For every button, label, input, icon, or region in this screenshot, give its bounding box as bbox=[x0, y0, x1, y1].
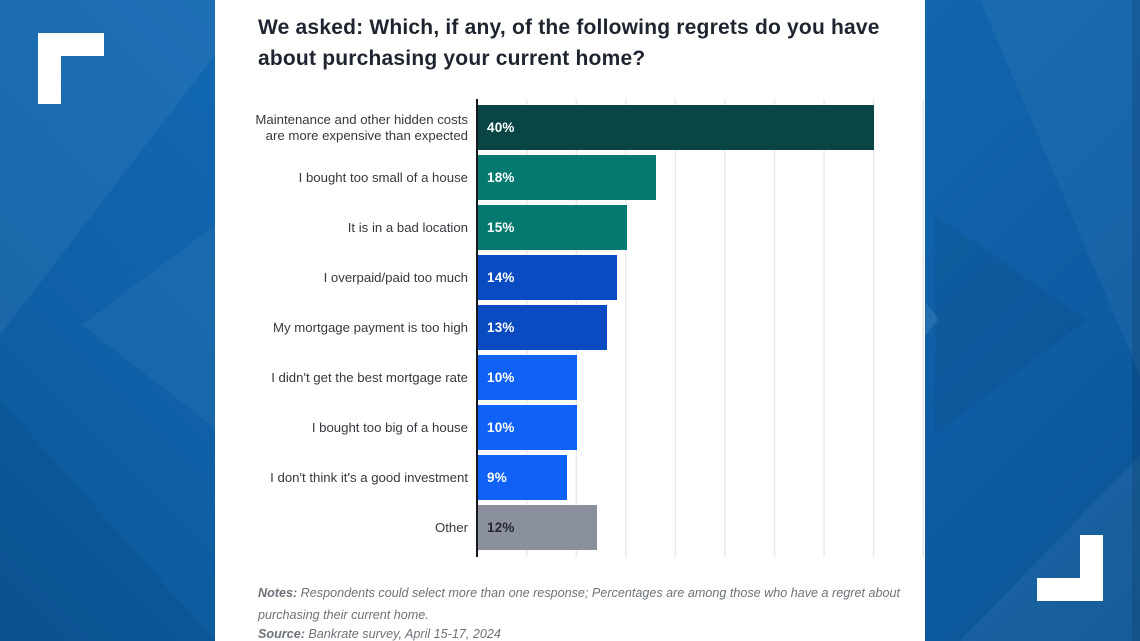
bar: 40% bbox=[478, 105, 875, 150]
corner-bracket-bottom-right-icon bbox=[1037, 535, 1103, 601]
bar: 18% bbox=[478, 155, 657, 200]
bar-row: I bought too small of a house 18% bbox=[215, 155, 925, 200]
notes-text: Respondents could select more than one r… bbox=[258, 586, 900, 622]
notes-label: Notes: bbox=[258, 586, 298, 600]
bar-row: My mortgage payment is too high 13% bbox=[215, 305, 925, 350]
category-label: I bought too big of a house bbox=[311, 419, 468, 435]
chart-source: Source: Bankrate survey, April 15-17, 20… bbox=[258, 626, 913, 641]
bar-value-label: 13% bbox=[487, 320, 515, 335]
bar-value-label: 40% bbox=[487, 120, 515, 135]
bar-row: I bought too big of a house 10% bbox=[215, 405, 925, 450]
bar: 15% bbox=[478, 205, 627, 250]
bar-value-label: 9% bbox=[487, 470, 507, 485]
bar-value-label: 14% bbox=[487, 270, 515, 285]
bar: 13% bbox=[478, 305, 607, 350]
bar-value-label: 10% bbox=[487, 370, 515, 385]
left-decor-panel bbox=[0, 0, 215, 641]
category-label: My mortgage payment is too high bbox=[273, 319, 468, 335]
bar: 14% bbox=[478, 255, 617, 300]
bar-row: Other 12% bbox=[215, 505, 925, 550]
chart-title: We asked: Which, if any, of the followin… bbox=[258, 16, 880, 70]
source-text: Bankrate survey, April 15-17, 2024 bbox=[304, 627, 501, 641]
right-decor-panel bbox=[925, 0, 1140, 641]
bar-row: I didn't get the best mortgage rate 10% bbox=[215, 355, 925, 400]
bar: 10% bbox=[478, 355, 578, 400]
bar-row: I overpaid/paid too much 14% bbox=[215, 255, 925, 300]
bar-value-label: 15% bbox=[487, 220, 515, 235]
category-label: Other bbox=[435, 519, 468, 535]
right-decor-shapes bbox=[925, 0, 1140, 641]
corner-bracket-top-left-icon bbox=[38, 33, 104, 104]
category-label: Maintenance and other hidden costs are mo… bbox=[255, 111, 468, 143]
bar: 12% bbox=[478, 505, 597, 550]
bar: 9% bbox=[478, 455, 568, 500]
category-label: I don't think it's a good investment bbox=[270, 469, 468, 485]
bar-value-label: 18% bbox=[487, 170, 515, 185]
bar-value-label: 12% bbox=[487, 520, 515, 535]
category-label: I didn't get the best mortgage rate bbox=[271, 369, 468, 385]
bar-value-label: 10% bbox=[487, 420, 515, 435]
bar-row: It is in a bad location 15% bbox=[215, 205, 925, 250]
category-label: I bought too small of a house bbox=[298, 169, 468, 185]
category-label: It is in a bad location bbox=[347, 219, 468, 235]
category-label: I overpaid/paid too much bbox=[323, 269, 468, 285]
bar-rows: Maintenance and other hidden costs are mo… bbox=[215, 0, 925, 641]
bar-row: Maintenance and other hidden costs are mo… bbox=[215, 105, 925, 150]
y-axis-line bbox=[475, 99, 478, 557]
left-decor-shapes bbox=[0, 0, 215, 641]
chart-notes: Notes: Respondents could select more tha… bbox=[258, 583, 913, 626]
bar: 10% bbox=[478, 405, 578, 450]
content-panel: We asked: Which, if any, of the followin… bbox=[215, 0, 925, 641]
bar-row: I don't think it's a good investment 9% bbox=[215, 455, 925, 500]
source-label: Source: bbox=[258, 627, 305, 641]
